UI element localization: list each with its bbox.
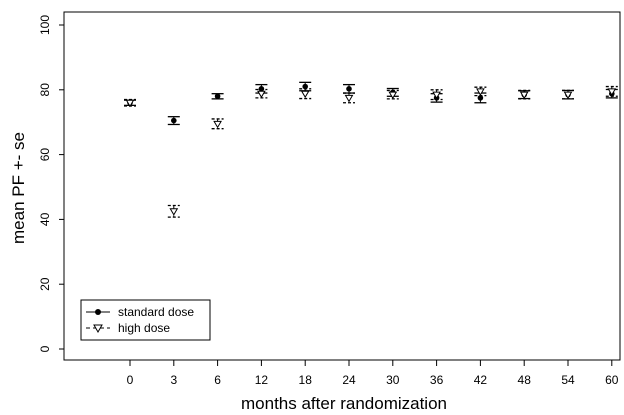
y-tick-label: 40 xyxy=(38,212,52,226)
legend: standard dose high dose xyxy=(80,299,211,341)
data-point-standard xyxy=(346,86,352,92)
data-point-standard xyxy=(477,95,484,101)
x-tick-label: 0 xyxy=(127,373,134,387)
data-point-high xyxy=(125,99,135,108)
x-tick-label: 3 xyxy=(170,373,177,387)
data-point-high xyxy=(432,91,441,100)
x-axis: 0 3 6 12 18 24 30 36 42 48 54 60 xyxy=(127,360,619,387)
x-tick-label: 48 xyxy=(518,373,532,387)
data-point-high xyxy=(344,94,354,103)
y-tick-label: 80 xyxy=(38,83,52,97)
y-axis-title: mean PF +- se xyxy=(9,132,28,244)
y-axis: 0 20 40 60 80 100 xyxy=(38,15,64,352)
data-marks xyxy=(124,81,618,218)
legend-high-marker xyxy=(93,324,103,334)
y-tick-label: 20 xyxy=(38,277,52,291)
data-point-high xyxy=(300,90,310,99)
x-tick-label: 18 xyxy=(299,373,313,387)
y-tick-label: 60 xyxy=(38,148,52,162)
y-tick-label: 100 xyxy=(38,15,52,35)
x-tick-label: 6 xyxy=(214,373,221,387)
data-point-high xyxy=(213,120,222,129)
y-tick-label: 0 xyxy=(38,345,52,352)
legend-box xyxy=(80,299,211,341)
data-point-high xyxy=(607,88,617,96)
data-point-high xyxy=(563,91,573,100)
x-tick-label: 42 xyxy=(474,373,488,387)
x-tick-label: 12 xyxy=(255,373,269,387)
plot-frame xyxy=(63,11,621,361)
legend-standard-marker xyxy=(95,309,101,315)
x-tick-label: 54 xyxy=(561,373,575,387)
data-point-high xyxy=(476,88,485,96)
data-point-standard xyxy=(302,83,309,90)
legend-standard-label: standard dose xyxy=(118,305,194,319)
data-point-standard xyxy=(171,117,177,124)
x-tick-label: 36 xyxy=(430,373,444,387)
x-tick-label: 24 xyxy=(342,373,356,387)
data-point-high xyxy=(169,208,179,216)
x-tick-label: 30 xyxy=(386,373,400,387)
x-tick-label: 60 xyxy=(605,373,619,387)
data-point-standard xyxy=(214,93,221,100)
data-point-high xyxy=(257,90,266,99)
legend-high-label: high dose xyxy=(118,321,170,335)
data-point-high xyxy=(388,91,398,100)
data-point-high xyxy=(519,91,529,100)
x-axis-title: months after randomization xyxy=(241,394,447,413)
